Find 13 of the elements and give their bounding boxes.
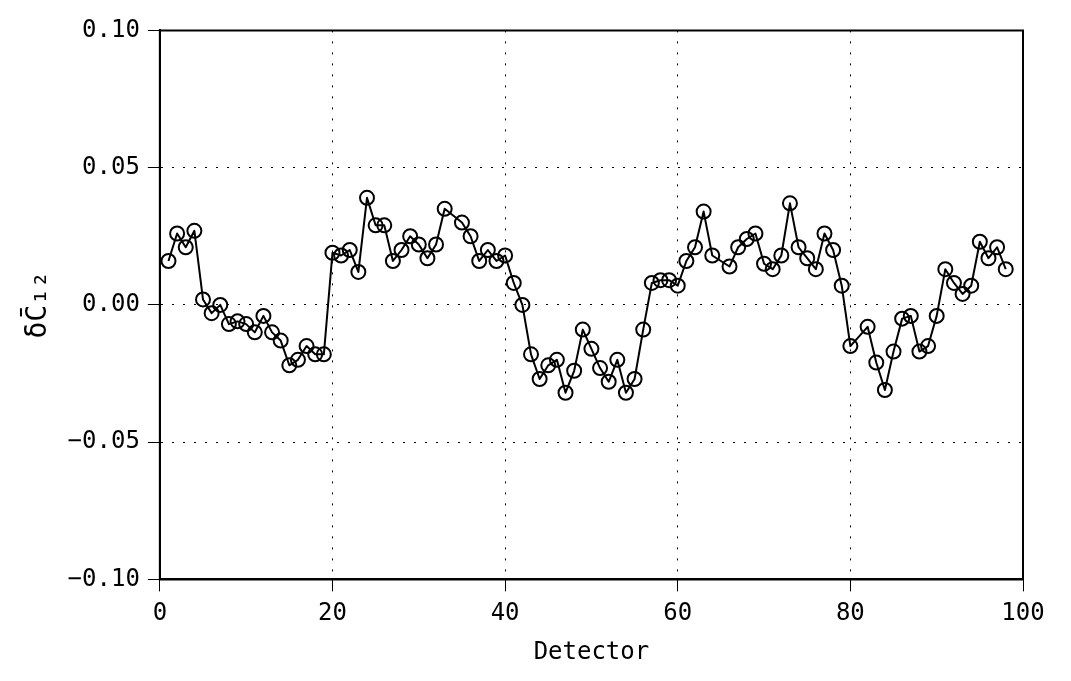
x-tick-label: 100 — [1001, 598, 1045, 627]
x-tick-label: 40 — [490, 598, 520, 627]
y-tick-label: 0.05 — [82, 151, 140, 180]
x-tick-label: 80 — [835, 598, 865, 627]
x-tick-label: 60 — [663, 598, 693, 627]
x-axis-title: Detector — [533, 636, 650, 665]
y-tick-label: −0.10 — [67, 563, 140, 592]
x-tick-label: 20 — [318, 598, 347, 627]
y-tick-label: 0.00 — [82, 289, 140, 318]
x-tick-label: 0 — [152, 598, 168, 627]
y-tick-label: 0.10 — [82, 14, 140, 43]
y-tick-label: −0.05 — [67, 426, 140, 455]
y-axis-title: δC̄₁₂ — [18, 271, 54, 339]
